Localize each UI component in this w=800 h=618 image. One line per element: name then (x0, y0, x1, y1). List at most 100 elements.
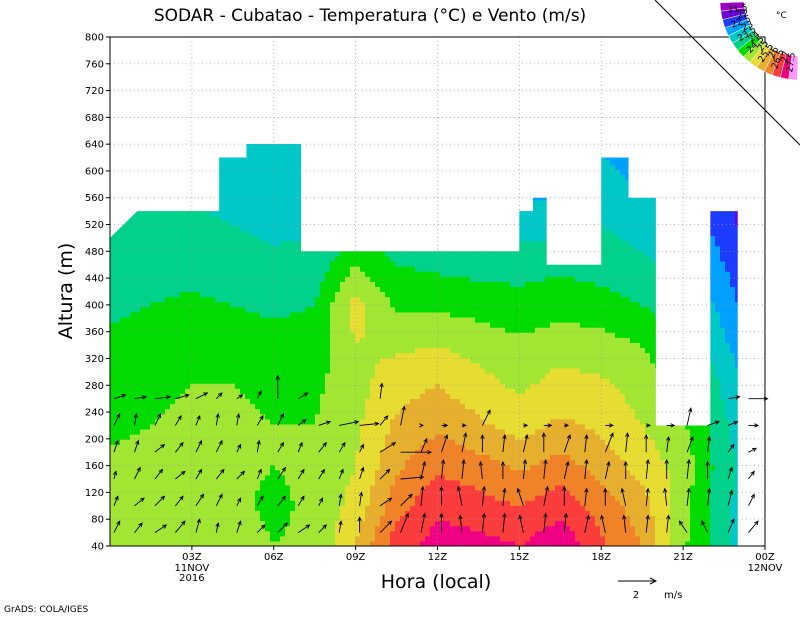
temperature-cell (305, 434, 311, 440)
temperature-cell (345, 327, 351, 333)
temperature-cell (200, 464, 206, 471)
temperature-cell (350, 250, 356, 257)
temperature-cell (185, 276, 191, 282)
temperature-cell (165, 464, 171, 471)
temperature-cell (125, 311, 131, 318)
temperature-cell (295, 403, 301, 410)
temperature-cell (320, 352, 326, 359)
temperature-cell (345, 250, 351, 257)
temperature-cell (350, 362, 356, 369)
temperature-cell (285, 245, 291, 252)
temperature-cell (225, 484, 231, 491)
temperature-cell (330, 383, 336, 389)
temperature-cell (225, 393, 231, 399)
temperature-cell (340, 286, 346, 293)
temperature-cell (335, 362, 341, 369)
temperature-cell (340, 479, 346, 486)
temperature-cell (320, 322, 326, 328)
temperature-cell (255, 505, 261, 511)
temperature-cell (165, 332, 171, 338)
temperature-cell (265, 525, 271, 532)
temperature-cell (320, 505, 326, 511)
temperature-cell (225, 281, 231, 288)
temperature-cell (210, 372, 216, 379)
temperature-cell (245, 296, 251, 303)
temperature-cell (155, 530, 161, 537)
temperature-cell (110, 311, 116, 318)
temperature-cell (340, 520, 346, 527)
temperature-cell (130, 418, 136, 425)
temperature-cell (315, 362, 321, 369)
temperature-cell (120, 530, 126, 537)
temperature-cell (200, 474, 206, 481)
temperature-cell (320, 347, 326, 354)
temperature-cell (305, 439, 311, 445)
temperature-cell (170, 311, 176, 318)
temperature-cell (320, 286, 326, 293)
temperature-cell (205, 403, 211, 410)
temperature-cell (250, 495, 256, 501)
temperature-cell (295, 159, 301, 165)
temperature-cell (155, 459, 161, 466)
temperature-cell (325, 276, 331, 282)
temperature-cell (220, 327, 226, 333)
temperature-cell (200, 540, 206, 546)
temperature-cell (345, 260, 351, 267)
temperature-cell (185, 337, 191, 343)
temperature-cell (260, 322, 266, 328)
temperature-cell (235, 301, 241, 308)
temperature-cell (290, 281, 296, 288)
temperature-cell (275, 352, 281, 359)
temperature-cell (250, 454, 256, 461)
temperature-cell (225, 225, 231, 232)
temperature-cell (245, 530, 251, 537)
temperature-cell (235, 398, 241, 405)
temperature-cell (140, 337, 146, 343)
temperature-cell (260, 144, 266, 150)
temperature-cell (310, 403, 316, 410)
temperature-cell (205, 444, 211, 450)
temperature-cell (260, 530, 266, 537)
temperature-cell (165, 434, 171, 440)
temperature-cell (290, 459, 296, 466)
temperature-cell (155, 484, 161, 491)
temperature-cell (310, 428, 316, 435)
temperature-cell (320, 484, 326, 491)
temperature-cell (125, 398, 131, 405)
temperature-cell (145, 367, 151, 374)
temperature-cell (290, 388, 296, 394)
temperature-cell (230, 194, 236, 201)
temperature-cell (150, 484, 156, 491)
temperature-cell (155, 296, 161, 303)
temperature-cell (335, 322, 341, 328)
temperature-cell (225, 301, 231, 308)
temperature-cell (200, 332, 206, 338)
temperature-cell (270, 327, 276, 333)
temperature-cell (250, 500, 256, 506)
temperature-cell (325, 367, 331, 374)
temperature-cell (115, 459, 121, 466)
temperature-cell (335, 444, 341, 450)
temperature-cell (285, 311, 291, 318)
temperature-cell (150, 255, 156, 262)
temperature-cell (145, 393, 151, 399)
temperature-cell (235, 332, 241, 338)
temperature-cell (345, 347, 351, 354)
temperature-cell (255, 535, 261, 542)
temperature-cell (295, 301, 301, 308)
temperature-cell (325, 444, 331, 450)
temperature-cell (195, 362, 201, 369)
temperature-cell (245, 347, 251, 354)
temperature-cell (325, 495, 331, 501)
temperature-cell (265, 535, 271, 542)
temperature-cell (310, 388, 316, 394)
temperature-cell (270, 245, 276, 252)
temperature-cell (165, 250, 171, 257)
temperature-cell (170, 291, 176, 298)
temperature-cell (125, 327, 131, 333)
temperature-cell (265, 474, 271, 481)
temperature-cell (155, 266, 161, 272)
temperature-cell (285, 255, 291, 262)
temperature-cell (340, 378, 346, 384)
temperature-cell (145, 337, 151, 343)
